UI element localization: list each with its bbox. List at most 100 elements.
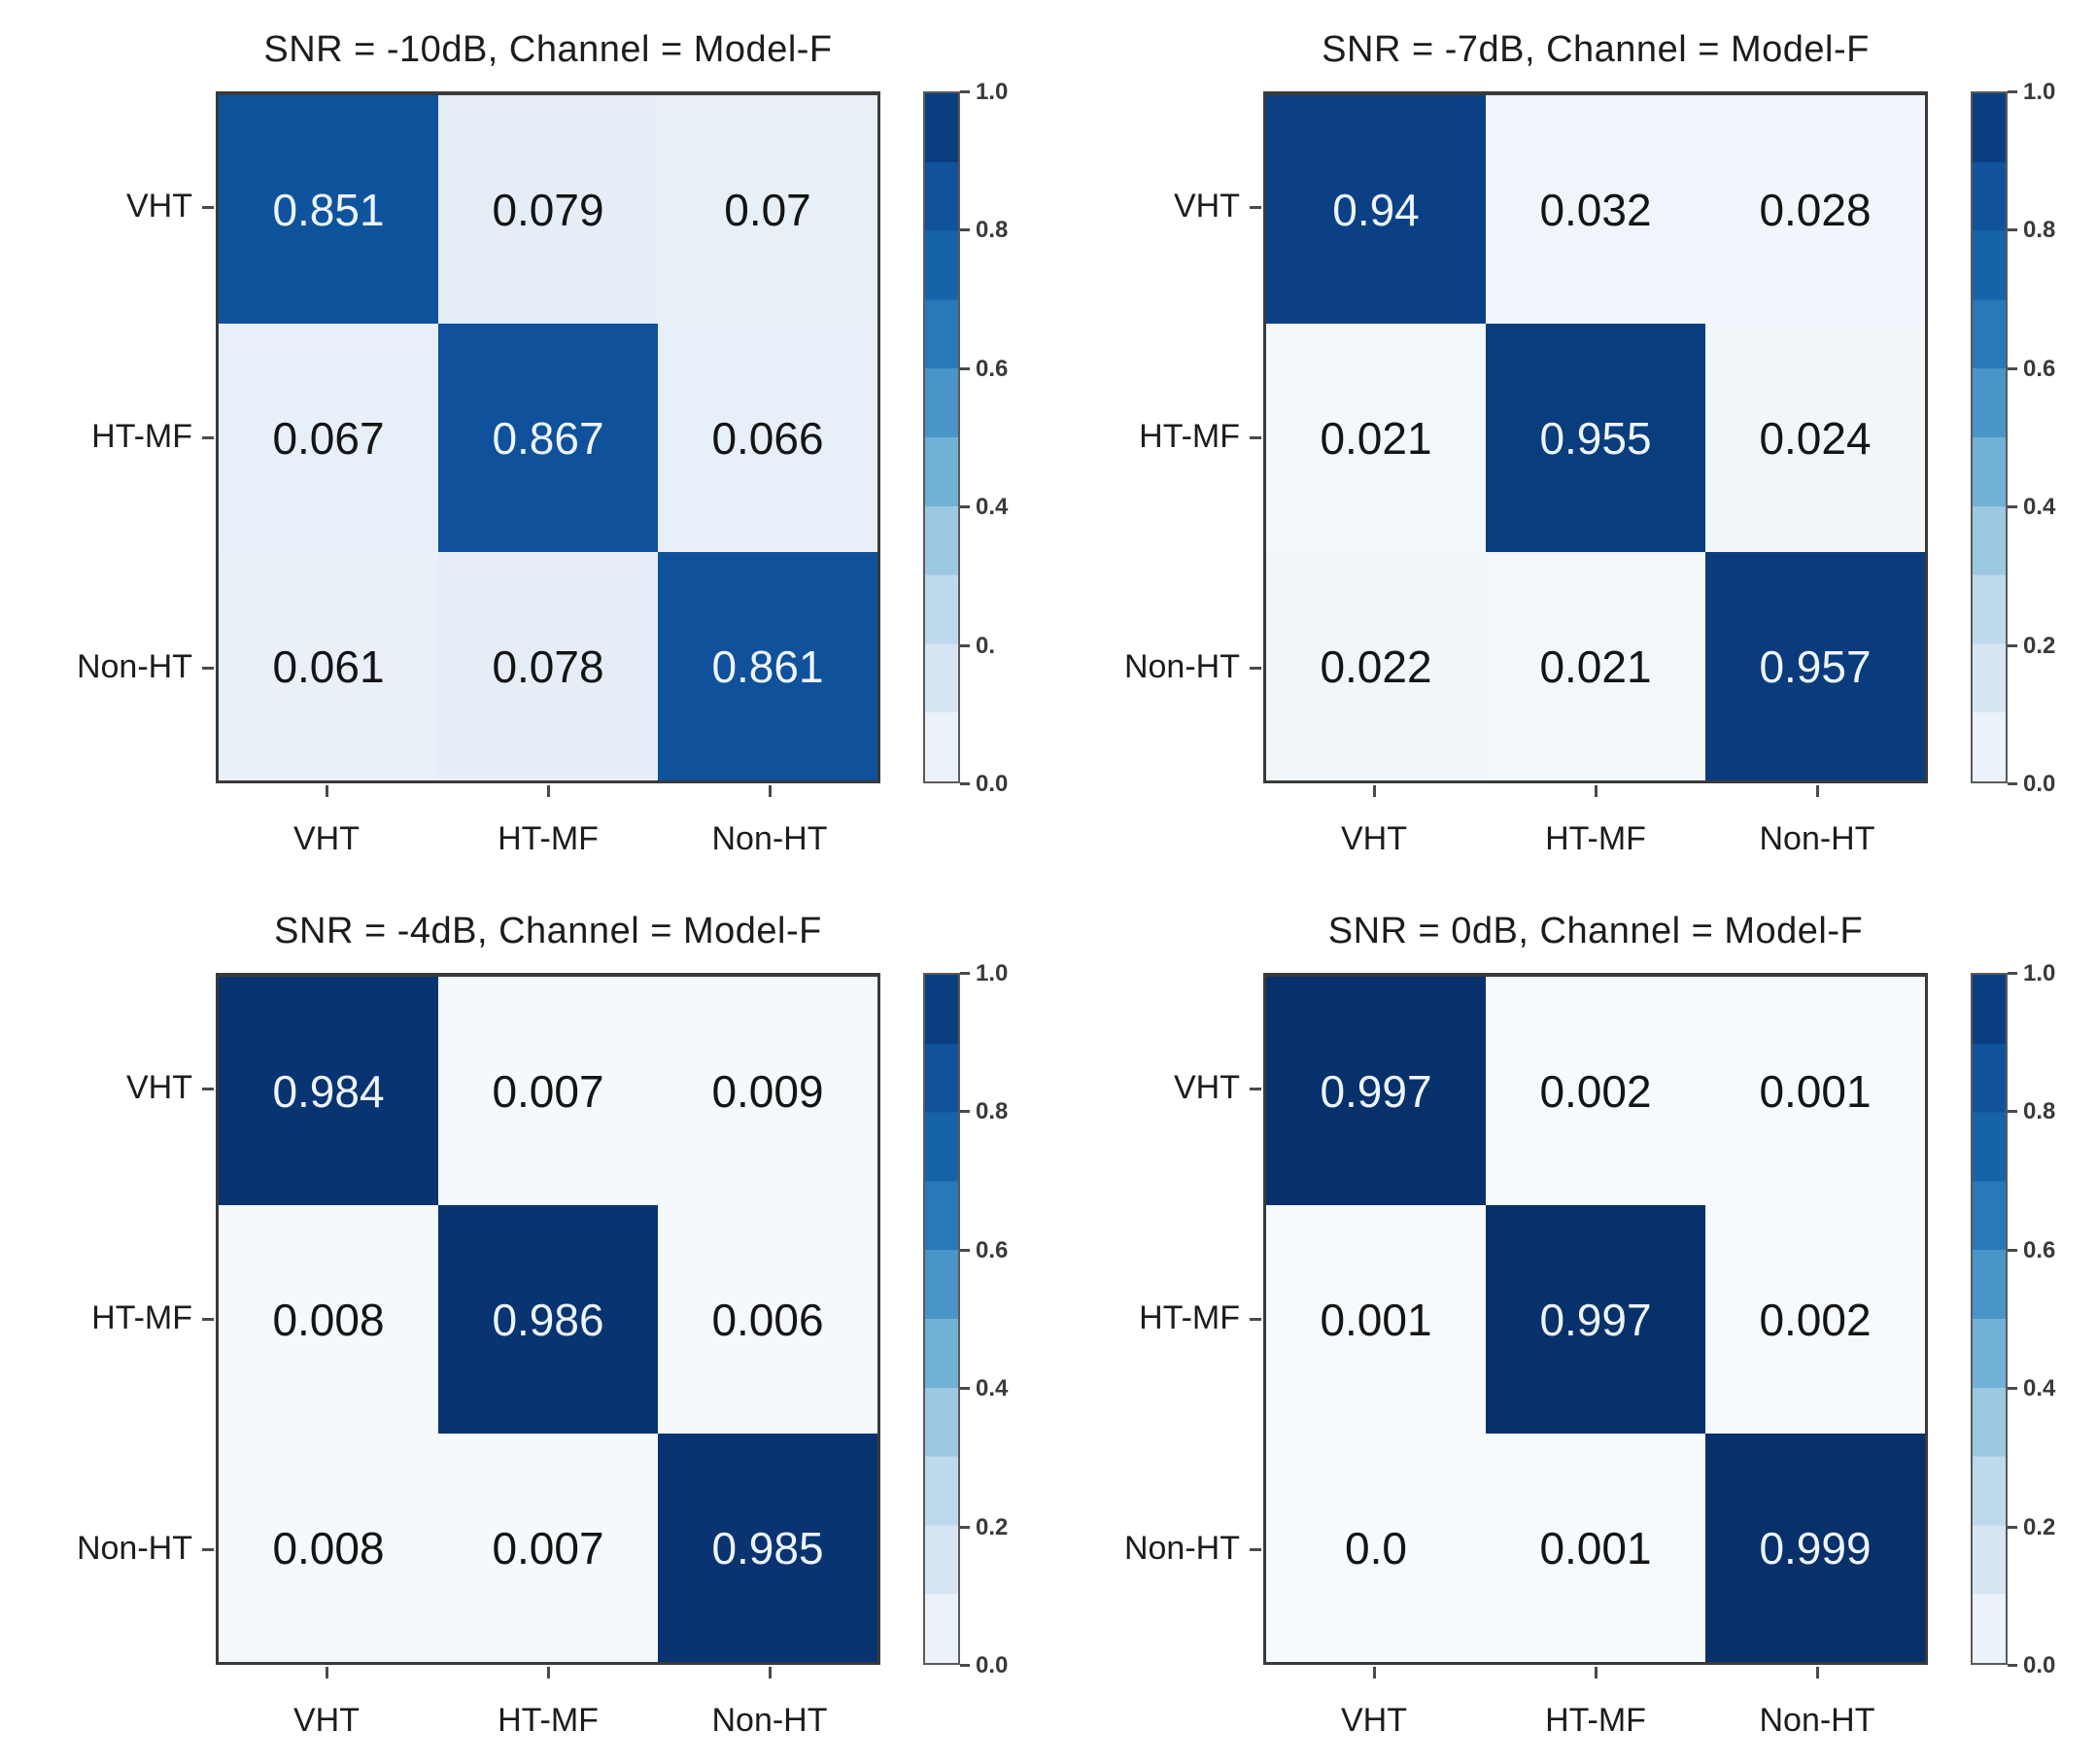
colorbar-tick-mark	[2008, 1664, 2017, 1667]
colorbar	[923, 973, 960, 1665]
colorbar-tick-mark	[2008, 505, 2017, 509]
x-tick-mark	[1595, 1667, 1598, 1678]
colorbar-tick-mark	[2008, 1525, 2017, 1529]
heatmap-cell: 0.867	[438, 324, 658, 552]
x-tick-label: VHT	[293, 820, 360, 857]
y-tick-label: Non-HT	[1123, 1530, 1240, 1568]
heatmap-cell: 0.078	[438, 552, 658, 780]
heatmap-cell: 0.001	[1266, 1205, 1486, 1434]
heatmap-cell: 0.032	[1486, 95, 1705, 324]
colorbar-tick-mark	[2008, 1110, 2017, 1114]
x-tick-mark	[769, 785, 772, 797]
subplot-snr-0db: SNR = 0dB, Channel = Model-F 0.997 0.002 0…	[1048, 882, 2096, 1764]
y-tick-mark	[1250, 205, 1261, 209]
y-tick-mark	[1250, 1548, 1261, 1552]
heatmap-cell: 0.001	[1486, 1434, 1705, 1662]
colorbar-tick-mark	[960, 1248, 970, 1252]
x-tick-mark	[326, 785, 328, 797]
colorbar-tick-label: 0.8	[2023, 217, 2056, 244]
heatmap-grid: 0.997 0.002 0.001 0.001 0.997 0.002 0.0 0.001 0.…	[1263, 973, 1928, 1665]
colorbar-tick-label: 0.0	[2023, 771, 2056, 797]
y-tick-mark	[202, 667, 214, 671]
x-tick-mark	[769, 1667, 772, 1678]
x-tick-label: Non-HT	[711, 1702, 828, 1739]
colorbar-tick-mark	[960, 1110, 970, 1114]
y-tick-mark	[202, 205, 214, 209]
colorbar-tick-label: 0.6	[976, 1236, 1009, 1263]
colorbar-tick-mark	[2008, 782, 2017, 785]
colorbar-tick-label: 1.0	[976, 960, 1009, 986]
heatmap-cell: 0.066	[658, 324, 877, 552]
plot-title: SNR = -4dB, Channel = Model-F	[274, 911, 822, 951]
heatmap-cell: 0.984	[219, 977, 438, 1205]
colorbar-tick-mark	[960, 228, 970, 232]
y-tick-label: Non-HT	[1123, 648, 1240, 686]
y-tick-label: VHT	[126, 187, 192, 225]
y-tick-label: HT-MF	[1139, 1299, 1240, 1336]
y-tick-mark	[202, 1548, 214, 1552]
y-tick-label: VHT	[1174, 1068, 1240, 1106]
x-tick-label: HT-MF	[498, 820, 599, 857]
x-tick-mark	[1816, 785, 1819, 797]
heatmap-cell: 0.021	[1486, 552, 1705, 780]
heatmap-cell: 0.955	[1486, 324, 1705, 552]
heatmap-cell: 0.079	[438, 95, 658, 324]
colorbar-tick-label: 0.2	[2023, 1513, 2056, 1540]
x-tick-mark	[547, 1667, 550, 1678]
x-tick-label: VHT	[1341, 820, 1407, 857]
heatmap-cell: 0.997	[1266, 977, 1486, 1205]
heatmap-cell: 0.997	[1486, 1205, 1705, 1434]
colorbar-tick-mark	[960, 505, 970, 509]
colorbar	[1971, 91, 2008, 783]
plot-title: SNR = -10dB, Channel = Model-F	[263, 29, 833, 70]
heatmap-cell: 0.94	[1266, 95, 1486, 324]
colorbar-tick-mark	[2008, 228, 2017, 232]
colorbar-tick-label: 1.0	[2023, 960, 2056, 986]
heatmap-cell: 0.07	[658, 95, 877, 324]
heatmap-grid: 0.984 0.007 0.009 0.008 0.986 0.006 0.008 0.007…	[216, 973, 880, 1665]
colorbar-tick-mark	[2008, 1248, 2017, 1252]
colorbar-tick-mark	[2008, 90, 2017, 93]
y-tick-mark	[1250, 1087, 1261, 1090]
colorbar-tick-label: 0.4	[2023, 1375, 2056, 1402]
x-tick-label: Non-HT	[1759, 1702, 1875, 1739]
heatmap-cell: 0.006	[658, 1205, 877, 1434]
heatmap-cell: 0.007	[438, 1434, 658, 1662]
heatmap-cell: 0.0	[1266, 1434, 1486, 1662]
plot-title: SNR = -7dB, Channel = Model-F	[1322, 29, 1870, 70]
colorbar-tick-label: 0.4	[976, 494, 1009, 521]
heatmap-cell: 0.024	[1705, 324, 1925, 552]
y-tick-mark	[1250, 1318, 1261, 1321]
heatmap-cell: 0.999	[1705, 1434, 1925, 1662]
colorbar-tick-label: 0.0	[976, 1652, 1009, 1678]
heatmap-cell: 0.008	[219, 1434, 438, 1662]
subplot-snr-neg10db: SNR = -10dB, Channel = Model-F 0.851 0.07…	[0, 0, 1048, 882]
heatmap-cell: 0.061	[219, 552, 438, 780]
y-tick-mark	[1250, 436, 1261, 439]
heatmap-cell: 0.067	[219, 324, 438, 552]
subplot-snr-neg4db: SNR = -4dB, Channel = Model-F 0.984 0.007…	[0, 882, 1048, 1764]
colorbar-tick-label: 0.4	[976, 1375, 1009, 1402]
colorbar-tick-label: 1.0	[2023, 79, 2056, 105]
x-tick-mark	[1816, 1667, 1819, 1678]
colorbar-tick-mark	[960, 366, 970, 370]
plot-title: SNR = 0dB, Channel = Model-F	[1327, 911, 1864, 951]
heatmap-cell: 0.028	[1705, 95, 1925, 324]
y-tick-mark	[202, 436, 214, 439]
colorbar-tick-mark	[960, 782, 970, 785]
heatmap-cell: 0.008	[219, 1205, 438, 1434]
x-tick-label: HT-MF	[1545, 1702, 1646, 1739]
colorbar-tick-mark	[2008, 1387, 2017, 1391]
x-tick-mark	[1595, 785, 1598, 797]
x-tick-label: VHT	[1341, 1702, 1407, 1739]
colorbar-tick-label: 0.0	[2023, 1652, 2056, 1678]
y-tick-label: HT-MF	[1139, 418, 1240, 455]
colorbar-tick-label: 0.4	[2023, 494, 2056, 521]
colorbar-tick-label: 0.8	[976, 217, 1009, 244]
x-tick-mark	[1373, 785, 1376, 797]
y-tick-label: Non-HT	[76, 648, 192, 686]
colorbar-tick-label: 0.6	[976, 355, 1009, 382]
x-tick-label: HT-MF	[1545, 820, 1646, 857]
colorbar-tick-mark	[960, 1664, 970, 1667]
